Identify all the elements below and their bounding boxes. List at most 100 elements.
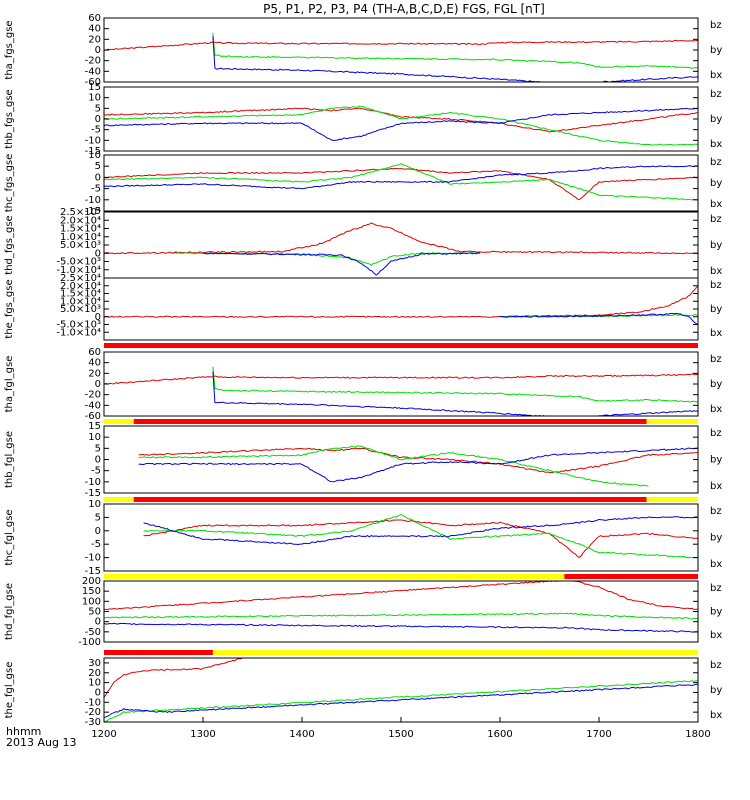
panel-the_fgs_gse: 2.5×10⁴2.0×10⁴1.5×10⁴1.0×10⁴5.0×10³0-5.0…: [4, 273, 722, 341]
ytick-label: 200: [82, 576, 101, 587]
panel-ylabel: thb_fgl_gse: [4, 431, 15, 488]
legend-by: by: [710, 304, 722, 315]
series-bz-line: [143, 519, 698, 559]
ytick-label: -15: [85, 488, 101, 499]
status-bar: [104, 574, 698, 579]
ytick-label: 0: [95, 45, 101, 56]
series-bz-line: [104, 167, 698, 201]
legend-bz: bz: [710, 428, 722, 439]
panel-traces: [104, 366, 698, 416]
panel-frame: [103, 17, 699, 83]
panel-ylabel: thb_fgs_gse: [4, 89, 15, 148]
panel-frame: [103, 657, 699, 723]
series-bz-line: [104, 222, 698, 255]
series-bx-line: [212, 36, 698, 82]
ytick-label: -10: [85, 195, 101, 206]
ytick-label: 60: [88, 13, 101, 24]
legend-bz: bz: [710, 660, 722, 671]
ytick-label: 2.5×10⁴: [60, 207, 101, 218]
ytick-label: 20: [88, 368, 101, 379]
ytick-label: 2.5×10⁴: [60, 273, 101, 284]
ytick-label: 5.0×10³: [60, 304, 101, 315]
series-bx-line: [104, 165, 698, 190]
ytick-label: 100: [82, 596, 101, 607]
ytick-label: -20: [85, 56, 101, 67]
ytick-label: -1.0×10⁴: [56, 327, 101, 338]
series-bx-line: [212, 371, 698, 416]
status-bar-segment: [104, 343, 698, 348]
panel-ylabel: thd_fgs_gse: [4, 215, 15, 274]
series-by-line: [104, 612, 698, 620]
series-bz-line: [104, 658, 243, 698]
panel-traces: [104, 581, 698, 633]
panel-ylabel: thc_fgl_gse: [4, 509, 15, 565]
panel-ylabel: the_fgl_gse: [4, 662, 15, 719]
ytick-label: 1.5×10⁴: [60, 289, 101, 300]
series-bz-line: [104, 373, 698, 385]
status-bar: [104, 497, 698, 502]
ytick-label: 40: [88, 24, 101, 35]
ytick-label: 1.5×10⁴: [60, 224, 101, 235]
ytick-label: 1.0×10⁴: [60, 296, 101, 307]
series-by-line: [104, 162, 698, 201]
ytick-label: 2.0×10⁴: [60, 215, 101, 226]
panel-thd_fgs_gse: 2.5×10⁴2.0×10⁴1.5×10⁴1.0×10⁴5.0×10³0-5.0…: [4, 207, 722, 279]
xtick-label: 1400: [289, 729, 314, 740]
ytick-label: -60: [85, 411, 101, 422]
ytick-label: 0: [95, 455, 101, 466]
panel-frame: [103, 154, 699, 212]
panel-ylabel: thd_fgl_gse: [4, 583, 15, 640]
ytick-label: -15: [85, 566, 101, 577]
ytick-label: -10: [85, 135, 101, 146]
panel-frame: [103, 211, 699, 279]
ytick-label: -5.0×10³: [56, 320, 101, 331]
legend-by: by: [710, 685, 722, 696]
legend-by: by: [710, 455, 722, 466]
status-bar-segment: [564, 574, 698, 579]
series-by-line: [212, 366, 698, 403]
series-bx-line: [203, 252, 481, 276]
legend-bz: bz: [710, 89, 722, 100]
legend-bx: bx: [710, 139, 722, 150]
legend-by: by: [710, 607, 722, 618]
panel-ylabel: thc_fgs_gse: [4, 154, 15, 213]
ytick-label: -5: [91, 125, 101, 136]
ytick-label: 0: [95, 687, 101, 698]
ytick-label: 1.0×10⁴: [60, 232, 101, 243]
ytick-label: 10: [88, 93, 101, 104]
legend-bz: bz: [710, 157, 722, 168]
legend-by: by: [710, 178, 722, 189]
series-bz-line: [104, 39, 698, 51]
series-bz-line: [104, 581, 698, 611]
legend-bz: bz: [710, 354, 722, 365]
ytick-label: 15: [88, 82, 101, 93]
ytick-label: -30: [85, 717, 101, 728]
ytick-label: -60: [85, 77, 101, 88]
panel-frame: [103, 351, 699, 417]
legend-bz: bz: [710, 583, 722, 594]
ytick-label: 60: [88, 347, 101, 358]
ytick-label: -50: [85, 627, 101, 638]
status-bar-segment: [104, 650, 213, 655]
series-bx-line: [138, 447, 698, 483]
status-bar-segment: [646, 419, 698, 424]
ytick-label: 20: [88, 34, 101, 45]
status-bar: [104, 650, 698, 655]
status-bar-segment: [133, 497, 647, 502]
status-bar-segment: [646, 497, 698, 502]
legend-bz: bz: [710, 214, 722, 225]
date-label: 2013 Aug 13: [6, 736, 76, 749]
ytick-label: 150: [82, 586, 101, 597]
time-label: hhmm: [6, 725, 41, 738]
ytick-label: 10: [88, 150, 101, 161]
ytick-label: -1.0×10⁴: [56, 265, 101, 276]
ytick-label: 0: [95, 172, 101, 183]
ytick-label: 0: [95, 617, 101, 628]
panel-frame: [103, 277, 699, 341]
